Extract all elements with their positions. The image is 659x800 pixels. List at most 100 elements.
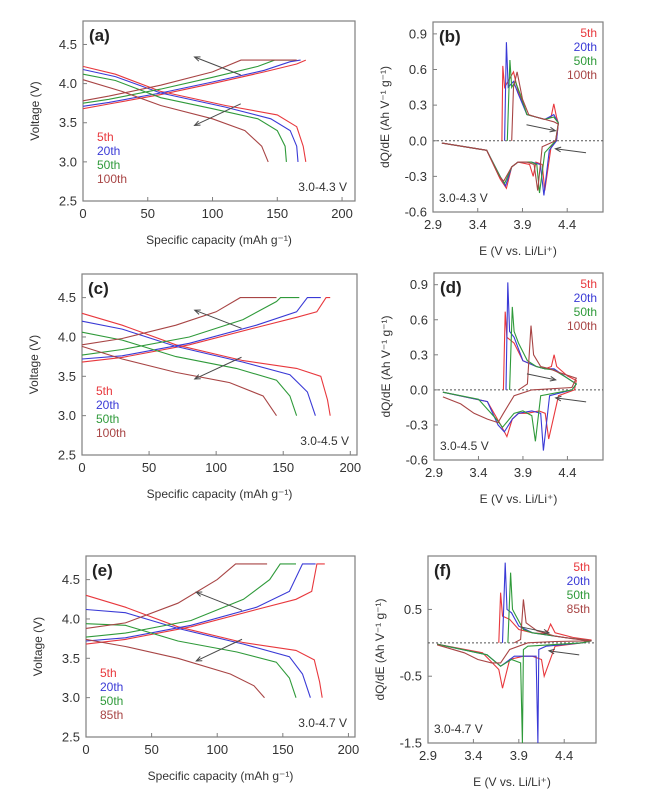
legend-item: 5th [100,666,117,680]
charge-trend-arrow [196,591,243,611]
legend-item: 20th [574,291,597,305]
x-axis-label: Specific capacity (mAh g⁻¹) [146,233,292,247]
panel-a: 0 50 100 150 200 2.5 3.0 3.5 4.0 4.5 Specific capa… [28,20,356,247]
charge-trend-arrow-head [195,591,203,597]
discharge-trend-arrow-head [193,120,201,126]
discharge-curve-50th [81,331,298,416]
discharge-trend-arrow-head [554,395,562,402]
charge-curve-100th [81,297,277,346]
x-tick-label: 4.4 [558,465,576,480]
y-tick-label: 3.5 [62,651,80,666]
plot-frame [85,555,356,738]
x-tick-label: 0 [79,206,86,221]
x-axis-label: Specific capacity (mAh g⁻¹) [148,769,294,783]
y-axis-label: Voltage (V) [28,81,42,140]
x-tick-label: 0 [82,742,89,757]
charge-curve-5th [82,59,307,110]
panel-label: (e) [92,561,113,580]
y-tick-label: 3.0 [58,408,76,423]
x-tick-label: 3.9 [514,465,532,480]
legend-item: 100th [97,172,127,186]
legend-item: 100th [567,319,597,333]
y-tick-label: 3.0 [59,154,77,169]
legend-item: 5th [97,130,114,144]
dqde-curve-50th [436,572,592,744]
plot-frame [427,555,597,744]
charge-curve-5th [85,563,325,645]
y-tick-label: 0.9 [410,277,428,292]
dqde-curve-50th [442,306,578,442]
charge-curve-50th [85,563,296,638]
charge-trend-arrow-head [193,309,201,315]
y-tick-label: 4.5 [59,37,77,52]
legend-item: 50th [96,412,119,426]
y-tick-label: 0.3 [410,347,428,362]
charge-curve-50th [81,297,300,356]
y-tick-label: 4.0 [59,76,77,91]
y-tick-label: 2.5 [62,730,80,745]
panel-label: (a) [89,26,110,45]
legend-item: 50th [97,158,120,172]
charge-curve-20th [85,563,316,642]
x-tick-label: 200 [338,742,360,757]
x-tick-label: 4.4 [558,217,576,232]
x-tick-label: 150 [266,206,288,221]
y-tick-label: -0.6 [405,205,427,220]
y-axis-label: Voltage (V) [31,617,45,676]
discharge-trend-arrow-head [193,374,201,380]
legend-item: 5th [580,277,597,291]
discharge-curve-50th [82,73,287,162]
x-axis-label: E (V vs. Li/Li⁺) [473,775,551,789]
y-tick-label: 3.5 [58,369,76,384]
discharge-trend-arrow [555,148,587,154]
y-tick-label: 0.5 [404,602,422,617]
legend-item: 5th [580,26,597,40]
panel-label: (c) [88,279,109,298]
panel-e: 0 50 100 150 200 2.5 3.0 3.5 4.0 4.5 Specific capa… [31,555,360,783]
legend-item: 5th [96,384,113,398]
discharge-trend-arrow [194,103,241,126]
discharge-curve-100th [81,345,277,417]
charge-curve-85th [85,563,268,629]
x-tick-label: 2.9 [424,217,442,232]
charge-trend-arrow [526,124,556,132]
x-tick-label: 50 [144,742,158,757]
panel-label: (f) [434,561,451,580]
x-axis-label: E (V vs. Li/Li⁺) [479,244,557,258]
y-tick-label: 4.0 [58,329,76,344]
x-tick-label: 3.4 [469,217,487,232]
charge-trend-arrow [194,56,241,76]
dqde-curve-100th [441,71,559,191]
panel-c: 0 50 100 150 200 2.5 3.0 3.5 4.0 4.5 Specific capa… [27,273,361,501]
y-tick-label: -0.3 [406,417,428,432]
legend-item: 20th [96,398,119,412]
discharge-curve-5th [82,65,307,162]
panel-b: 2.9 3.4 3.9 4.4 -0.6 -0.3 0.0 0.3 0.6 0.9 E (V vs.… [378,21,604,258]
charge-trend-arrow-head [549,126,557,133]
y-tick-label: -0.3 [405,169,427,184]
y-tick-label: 4.5 [62,572,80,587]
y-tick-label: 4.0 [62,611,80,626]
y-tick-label: 0.0 [409,133,427,148]
dqde-curve-85th [436,599,592,664]
panel-f: 2.9 3.4 3.9 4.4 -1.5 -0.5 0.5 E (V vs. Li/Li⁺) d… [373,555,597,789]
legend-item: 100th [567,68,597,82]
discharge-trend-arrow-head [554,146,562,153]
charge-curve-100th [82,59,297,102]
y-tick-label: 2.5 [59,194,77,209]
x-tick-label: 200 [331,206,353,221]
charge-trend-arrow [526,373,556,381]
x-tick-label: 50 [141,206,155,221]
legend-item: 20th [97,144,120,158]
x-tick-label: 3.9 [513,217,531,232]
y-tick-label: 3.5 [59,115,77,130]
y-tick-label: -0.6 [406,453,428,468]
charge-trend-arrow-head [193,56,201,62]
y-tick-label: 0.9 [409,26,427,41]
panel-d: 2.9 3.4 3.9 4.4 -0.6 -0.3 0.0 0.3 0.6 0.9 E (V vs.… [379,272,604,506]
y-axis-label: Voltage (V) [27,335,41,394]
panel-label: (b) [439,27,461,46]
legend-item: 50th [567,588,590,602]
x-tick-label: 50 [142,460,156,475]
legend-item: 85th [567,602,590,616]
